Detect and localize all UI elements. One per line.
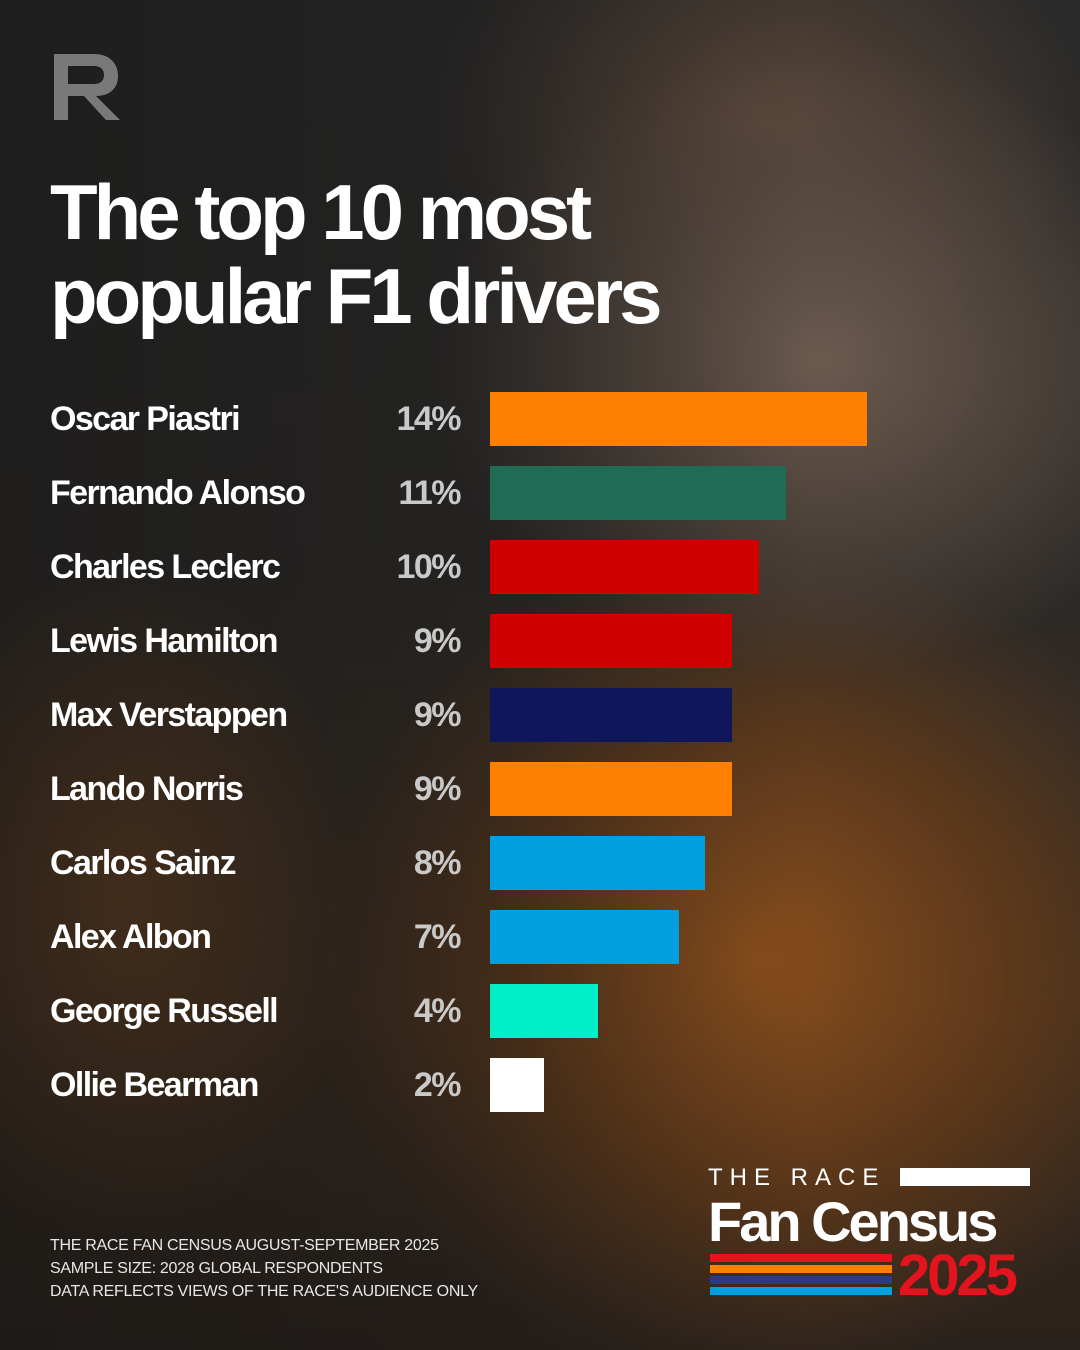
chart-row: Lewis Hamilton 9% [0,614,1080,670]
bar-carlos-sainz [490,836,705,890]
footnote-line-2: SAMPLE SIZE: 2028 GLOBAL RESPONDENTS [50,1260,383,1277]
chart-row: Oscar Piastri 14% [0,392,1080,448]
value-label: 11% [398,474,461,512]
footnote-line-3: DATA REFLECTS VIEWS OF THE RACE'S AUDIEN… [50,1283,478,1300]
driver-name-label: Carlos Sainz [50,844,236,882]
driver-name-label: Oscar Piastri [50,400,241,438]
bar-lando-norris [490,762,732,816]
bar-charles-leclerc [490,540,759,594]
value-label: 2% [413,1066,462,1104]
value-label: 9% [413,622,462,660]
chart-row: Carlos Sainz 8% [0,836,1080,892]
value-label: 10% [396,548,461,586]
brand-stripe [710,1265,892,1273]
driver-name-label: Fernando Alonso [50,474,306,512]
bar-george-russell [490,984,598,1038]
bar-max-verstappen [490,688,732,742]
brand-top-text: THE RACE [708,1164,886,1191]
value-label: 14% [396,400,461,438]
chart-row: Charles Leclerc 10% [0,540,1080,596]
value-label: 7% [413,918,462,956]
bar-ollie-bearman [490,1058,544,1112]
driver-name-label: Lando Norris [50,770,244,808]
bar-chart: Oscar Piastri 14% Fernando Alonso 11% Charle… [0,380,1080,1140]
bar-oscar-piastri [490,392,867,446]
brand-stripe [710,1254,892,1262]
bar-lewis-hamilton [490,614,732,668]
value-label: 9% [413,770,462,808]
title-line-1: The top 10 most [50,168,592,256]
driver-name-label: George Russell [50,992,279,1030]
driver-name-label: Ollie Bearman [50,1066,259,1104]
chart-row: Ollie Bearman 2% [0,1058,1080,1114]
value-label: 9% [413,696,462,734]
chart-row: George Russell 4% [0,984,1080,1040]
brand-line [900,1168,1030,1186]
brand-stripes [710,1254,892,1298]
chart-row: Max Verstappen 9% [0,688,1080,744]
bar-alex-albon [490,910,679,964]
value-label: 4% [413,992,462,1030]
brand-stripe [710,1276,892,1284]
chart-row: Lando Norris 9% [0,762,1080,818]
driver-name-label: Alex Albon [50,918,212,956]
title-line-2: popular F1 drivers [50,252,663,340]
driver-name-label: Max Verstappen [50,696,288,734]
driver-name-label: Lewis Hamilton [50,622,279,660]
fan-census-logo: THE RACE Fan Census 2025 [708,1162,1038,1312]
driver-name-label: Charles Leclerc [50,548,281,586]
brand-main-text: Fan Census [708,1190,998,1253]
page-title: The top 10 most popular F1 drivers [50,170,950,338]
brand-year: 2025 [898,1243,1018,1308]
value-label: 8% [413,844,462,882]
chart-row: Alex Albon 7% [0,910,1080,966]
chart-row: Fernando Alonso 11% [0,466,1080,522]
brand-stripe [710,1287,892,1295]
footnote-line-1: THE RACE FAN CENSUS AUGUST-SEPTEMBER 202… [50,1237,439,1254]
footnote: THE RACE FAN CENSUS AUGUST-SEPTEMBER 202… [50,1234,478,1303]
r-logo-icon [54,54,120,120]
bar-fernando-alonso [490,466,786,520]
